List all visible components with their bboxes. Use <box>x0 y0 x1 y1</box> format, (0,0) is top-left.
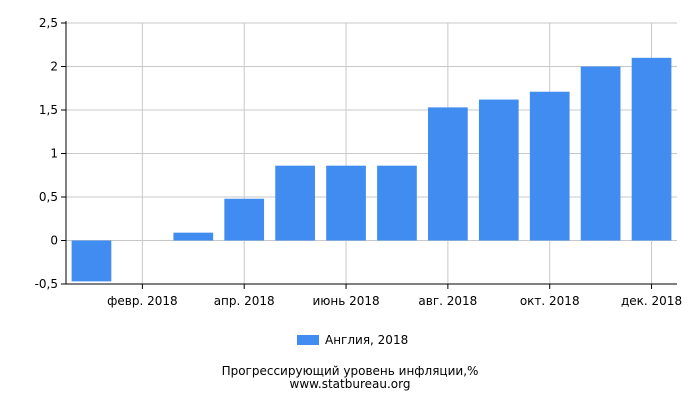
bar <box>224 198 265 241</box>
legend: Англия, 2018 <box>297 333 408 347</box>
bar <box>71 240 112 282</box>
axes <box>61 21 677 289</box>
legend-label: Англия, 2018 <box>325 333 409 347</box>
x-tick-label: июнь 2018 <box>312 294 379 308</box>
bar <box>326 165 366 241</box>
bar <box>428 107 468 241</box>
legend-swatch <box>297 335 319 345</box>
x-tick-label: дек. 2018 <box>621 294 682 308</box>
x-tick-label: окт. 2018 <box>520 294 580 308</box>
y-tick-label: -0,5 <box>35 277 58 291</box>
x-tick-labels: февр. 2018 апр. 2018 июнь 2018 авг. 2018 окт… <box>107 294 682 308</box>
y-tick-label: 0,5 <box>39 190 58 204</box>
bar <box>275 165 315 241</box>
bar <box>580 66 621 241</box>
source-url: www.statbureau.org <box>289 377 411 391</box>
y-tick-labels: -0,5 0 0,5 1 1,5 2 2,5 <box>35 16 58 291</box>
bar <box>377 165 417 241</box>
y-tick-label: 2 <box>50 60 58 74</box>
bar <box>631 57 672 241</box>
bars <box>71 57 672 282</box>
bar <box>173 232 214 241</box>
bar <box>529 91 570 241</box>
y-tick-label: 2,5 <box>39 16 58 30</box>
chart-caption: Прогрессирующий уровень инфляции,% <box>221 364 479 378</box>
bar <box>478 99 519 241</box>
x-tick-label: апр. 2018 <box>214 294 275 308</box>
x-tick-label: февр. 2018 <box>107 294 178 308</box>
x-tick-label: авг. 2018 <box>418 294 477 308</box>
y-tick-label: 1,5 <box>39 103 58 117</box>
y-tick-label: 1 <box>50 147 58 161</box>
y-tick-label: 0 <box>50 234 58 248</box>
